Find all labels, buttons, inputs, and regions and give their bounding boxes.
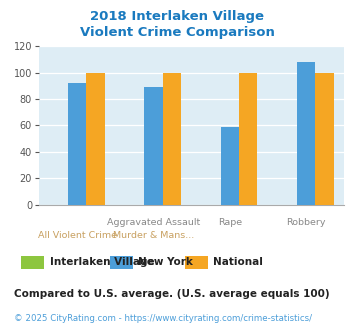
Bar <box>239 73 257 205</box>
Text: New York: New York <box>138 257 193 267</box>
Text: 2018 Interlaken Village
Violent Crime Comparison: 2018 Interlaken Village Violent Crime Co… <box>80 10 275 39</box>
Bar <box>86 73 105 205</box>
Text: Interlaken Village: Interlaken Village <box>50 257 154 267</box>
Bar <box>297 62 315 205</box>
Text: Rape: Rape <box>218 218 242 227</box>
Text: Aggravated Assault: Aggravated Assault <box>107 218 200 227</box>
Text: National: National <box>213 257 263 267</box>
Text: All Violent Crime: All Violent Crime <box>38 231 117 240</box>
Bar <box>315 73 334 205</box>
Bar <box>163 73 181 205</box>
Bar <box>68 83 86 205</box>
Text: © 2025 CityRating.com - https://www.cityrating.com/crime-statistics/: © 2025 CityRating.com - https://www.city… <box>14 314 312 323</box>
Text: Murder & Mans...: Murder & Mans... <box>113 231 194 240</box>
Text: Robbery: Robbery <box>286 218 326 227</box>
Text: Compared to U.S. average. (U.S. average equals 100): Compared to U.S. average. (U.S. average … <box>14 289 330 299</box>
Bar <box>221 127 239 205</box>
Bar <box>144 87 163 205</box>
